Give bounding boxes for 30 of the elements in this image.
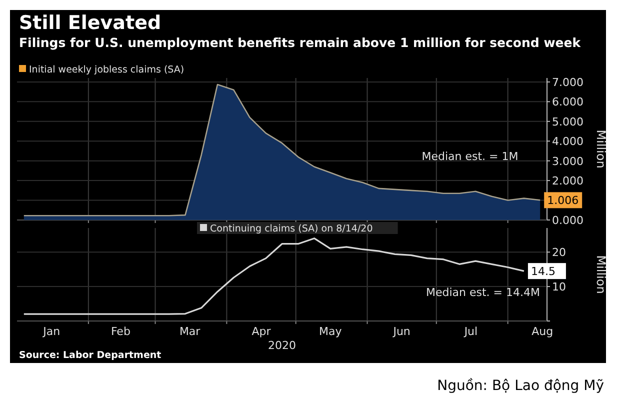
y-tick-label: 20 bbox=[552, 246, 566, 260]
chart-title: Still Elevated bbox=[19, 12, 162, 34]
x-tick-label: Jan bbox=[42, 325, 60, 338]
y-axis-title: Million bbox=[594, 255, 608, 294]
x-tick-label: Feb bbox=[110, 325, 130, 338]
annotation: Median est. = 14.4M bbox=[426, 286, 540, 299]
x-tick-label: Aug bbox=[532, 325, 554, 338]
y-tick-label: 2.000 bbox=[552, 174, 584, 188]
x-tick-label: Jun bbox=[392, 325, 410, 338]
source-note: Source: Labor Department bbox=[19, 350, 162, 361]
y-tick-label: 6.000 bbox=[552, 96, 584, 109]
x-axis-title: 2020 bbox=[268, 339, 296, 352]
y-tick-label: 4.000 bbox=[552, 135, 584, 148]
text: Initial weekly jobless claims (SA) bbox=[29, 64, 184, 76]
x-tick-label: May bbox=[319, 325, 342, 338]
x-tick-label: Jul bbox=[463, 325, 478, 338]
y-tick-label: 3.000 bbox=[552, 154, 584, 168]
text: Nguồn: Bộ Lao động Mỹ bbox=[437, 378, 604, 394]
annotation: Median est. = 1M bbox=[422, 150, 518, 163]
x-tick-label: Mar bbox=[179, 325, 201, 338]
x-tick-label: Apr bbox=[252, 325, 272, 338]
y-tick-label: 5.000 bbox=[552, 115, 584, 128]
data-label: 1.006 bbox=[547, 194, 579, 208]
chart-subtitle: Filings for U.S. unemployment benefits remain above 1 million for second week bbox=[19, 35, 582, 50]
y-tick-label: 10 bbox=[552, 280, 566, 294]
data-label: 14.5 bbox=[530, 265, 556, 278]
legend-label: Continuing claims (SA) on 8/14/20 bbox=[210, 224, 373, 234]
y-tick-label: 7.000 bbox=[552, 76, 584, 89]
y-axis-title: Million bbox=[594, 130, 608, 168]
y-tick-label: 0.000 bbox=[552, 214, 584, 227]
